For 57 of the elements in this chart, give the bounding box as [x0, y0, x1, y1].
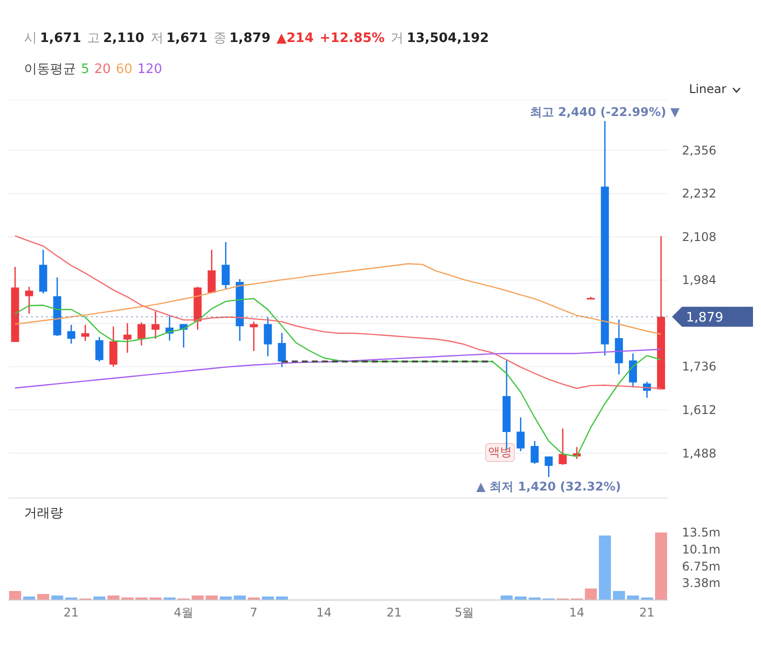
- x-tick-label: 7: [250, 606, 258, 620]
- y-tick-label: 10.1m: [682, 542, 720, 556]
- annotation: 최고 2,440 (-22.99%) ▼: [530, 104, 680, 119]
- candlestick: [25, 286, 34, 314]
- text: 5: [81, 62, 90, 77]
- bar: [612, 591, 625, 600]
- line-series: [14, 263, 662, 335]
- text: Linear: [689, 82, 728, 96]
- bar: [598, 536, 611, 600]
- candlestick: [123, 322, 132, 354]
- y-tick-label: 1,612: [682, 403, 716, 418]
- y-tick-label: 1,984: [682, 273, 716, 288]
- candlestick: [137, 322, 146, 346]
- y-tick-label: 1,736: [682, 360, 716, 374]
- y-tick-label: 2,108: [682, 230, 716, 244]
- y-tick-label: 6.75m: [682, 559, 720, 574]
- candlestick: [222, 241, 230, 290]
- y-tick-label: 1,488: [682, 446, 716, 460]
- bar: [37, 594, 50, 600]
- candlestick: [208, 249, 216, 294]
- candlestick: [152, 310, 160, 340]
- candlestick: [95, 336, 104, 362]
- candlestick: [628, 352, 637, 388]
- text: 20: [94, 62, 111, 77]
- candlestick: [109, 326, 118, 368]
- ref-line-label: 1,879: [686, 310, 724, 326]
- candlestick: [264, 316, 272, 357]
- x-tick-label: 4월: [174, 606, 194, 620]
- legend-title: 이동평균: [24, 62, 76, 77]
- y-tick-label: 13.5m: [682, 526, 720, 540]
- x-tick-label: 5월: [454, 606, 474, 620]
- text: 거래량: [24, 505, 63, 522]
- line-series: [14, 348, 662, 389]
- candlestick: [516, 416, 525, 452]
- candlestick: [544, 456, 553, 478]
- bar: [655, 532, 668, 600]
- x-tick-label: 14: [569, 606, 584, 620]
- x-tick-label: 14: [316, 606, 332, 620]
- candlestick: [558, 428, 567, 466]
- candlestick: [81, 324, 90, 342]
- candlestick: [250, 321, 258, 352]
- candlestick: [530, 440, 539, 464]
- y-tick-label: 2,356: [682, 143, 716, 158]
- bar: [584, 588, 597, 600]
- candlestick: [67, 324, 76, 344]
- x-tick-label: 21: [64, 606, 79, 620]
- bar: [9, 591, 22, 600]
- text: 120: [137, 62, 162, 77]
- text: 시 1,671 고 2,110 저 1,671 종 1,879 ▲214 +12.85% 거 13,504,192: [24, 31, 489, 46]
- candlestick: [278, 332, 286, 368]
- text: 60: [116, 62, 132, 77]
- y-tick-label: 2,232: [682, 186, 716, 201]
- x-tick-label: 21: [639, 606, 655, 620]
- y-tick-label: 3.38m: [682, 576, 720, 590]
- x-tick-label: 21: [386, 606, 402, 620]
- annotation: 액병: [485, 443, 515, 462]
- annotation: ▲ 최저 1,420 (32.32%): [476, 480, 621, 494]
